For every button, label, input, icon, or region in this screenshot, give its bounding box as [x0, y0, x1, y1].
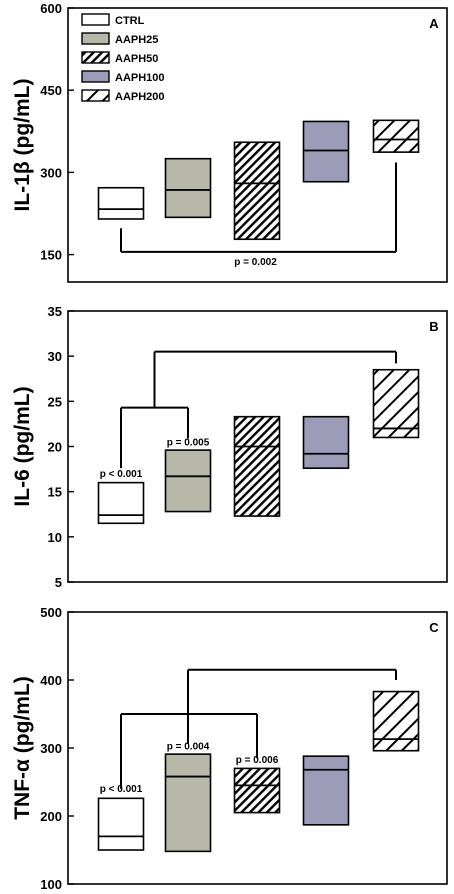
- y-axis-label: TNF-α (pg/mL): [11, 676, 34, 820]
- y-tick-label: 10: [48, 530, 62, 545]
- box-body: [97, 797, 145, 851]
- box-body: [164, 753, 212, 853]
- box-body: [302, 415, 350, 469]
- p-value-label: p = 0.004: [167, 741, 210, 752]
- box-ctrl: [97, 481, 145, 525]
- box-aaph200: [372, 690, 420, 752]
- y-tick-label: 300: [40, 741, 62, 756]
- box-body: [97, 186, 145, 220]
- box-ctrl: [97, 797, 145, 851]
- box-body: [302, 120, 350, 183]
- p-value-label: p = 0.005: [167, 438, 210, 449]
- box-body: [233, 141, 281, 241]
- box-body: [372, 119, 420, 153]
- box-body: [372, 368, 420, 439]
- y-tick-label: 150: [40, 248, 62, 263]
- box-aaph25: [164, 449, 212, 513]
- y-axis-label: IL-6 (pg/mL): [11, 386, 34, 506]
- p-value-label: p = 0.006: [236, 755, 279, 766]
- panel-letter: A: [429, 16, 439, 31]
- y-tick-label: 400: [40, 673, 62, 688]
- legend-label: AAPH25: [115, 34, 158, 46]
- panel-a: 150 300 450 600 IL-1β (pg/mL) Ap = 0.002 CTRL A…: [11, 1, 448, 283]
- box-body: [302, 755, 350, 826]
- box-aaph50: [233, 767, 281, 814]
- y-tick-label: 600: [40, 1, 62, 16]
- box-aaph25: [164, 157, 212, 219]
- plot-frame: [67, 7, 448, 283]
- y-tick-label: 15: [48, 485, 62, 500]
- box-aaph100: [302, 120, 350, 183]
- y-tick-label: 35: [48, 304, 62, 319]
- box-aaph50: [233, 415, 281, 517]
- y-tick-label: 500: [40, 605, 62, 620]
- y-tick-label: 450: [40, 83, 62, 98]
- panel-letter: B: [429, 319, 438, 334]
- box-aaph25: [164, 753, 212, 853]
- p-value-label: p < 0.001: [100, 784, 143, 795]
- box-body: [97, 481, 145, 525]
- legend-swatch: [81, 13, 110, 26]
- y-tick-label: 5: [55, 575, 62, 590]
- legend-swatch: [81, 32, 110, 45]
- legend-label: AAPH100: [115, 72, 165, 84]
- legend-label: AAPH50: [115, 53, 158, 65]
- legend-swatch: [81, 70, 110, 83]
- box-aaph200: [372, 119, 420, 153]
- box-aaph100: [302, 415, 350, 469]
- y-tick-label: 25: [48, 394, 62, 409]
- box-ctrl: [97, 186, 145, 220]
- legend-swatch: [81, 89, 110, 102]
- legend-label: CTRL: [115, 15, 145, 27]
- y-tick-label: 300: [40, 165, 62, 180]
- box-aaph200: [372, 368, 420, 439]
- legend: CTRL AAPH25 AAPH50 AAPH100 AAPH200: [81, 13, 165, 103]
- panel-c: 100 200 300 400 500 TNF-α (pg/mL) Cp < 0.001 p …: [11, 605, 448, 892]
- box-aaph50: [233, 141, 281, 241]
- panel-b: 5 10 15 20 25 30 35 IL-6 (pg/mL) Bp < 0.001 p = 0…: [11, 304, 448, 590]
- box-body: [372, 690, 420, 752]
- y-tick-label: 200: [40, 809, 62, 824]
- box-aaph100: [302, 755, 350, 826]
- legend-swatch: [81, 51, 110, 64]
- y-axis-label: IL-1β (pg/mL): [11, 79, 34, 212]
- box-body: [233, 767, 281, 814]
- y-tick-label: 100: [40, 877, 62, 892]
- p-value-label: p = 0.002: [234, 257, 277, 268]
- y-tick-label: 30: [48, 349, 62, 364]
- box-body: [164, 449, 212, 513]
- legend-label: AAPH200: [115, 91, 165, 103]
- box-body: [233, 415, 281, 517]
- box-body: [164, 157, 212, 219]
- p-value-label: p < 0.001: [100, 469, 143, 480]
- panel-letter: C: [429, 620, 439, 635]
- y-tick-label: 20: [48, 440, 62, 455]
